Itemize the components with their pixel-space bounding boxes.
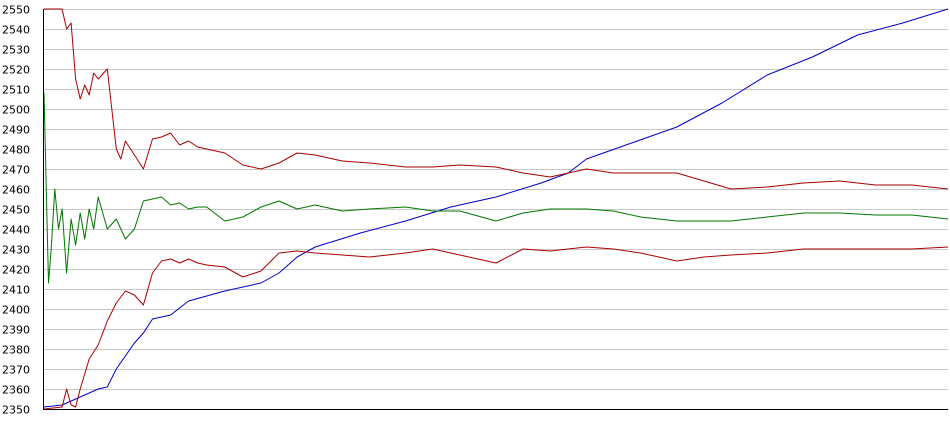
y-tick-label: 2360: [2, 384, 30, 397]
series-line-3: [43, 246, 949, 410]
axes: [43, 9, 948, 410]
y-tick-label: 2540: [2, 24, 30, 37]
y-tick-label: 2350: [2, 404, 30, 417]
y-tick-label: 2530: [2, 44, 30, 57]
y-axis-ticks: 2350 2360 2370 2380 2390 2400 2410 2420 2430 2440…: [2, 4, 30, 417]
y-tick-label: 2400: [2, 304, 30, 317]
y-tick-label: 2370: [2, 364, 30, 377]
y-tick-label: 2480: [2, 144, 30, 157]
y-tick-label: 2470: [2, 164, 30, 177]
y-tick-label: 2520: [2, 64, 30, 77]
y-tick-label: 2490: [2, 124, 30, 137]
y-tick-label: 2420: [2, 264, 30, 277]
y-tick-label: 2450: [2, 204, 30, 217]
y-tick-label: 2510: [2, 84, 30, 97]
series-lines: [43, 8, 949, 410]
y-tick-label: 2460: [2, 184, 30, 197]
y-tick-label: 2550: [2, 4, 30, 17]
y-tick-label: 2410: [2, 284, 30, 297]
y-tick-label: 2440: [2, 224, 30, 237]
y-tick-label: 2390: [2, 324, 30, 337]
y-tick-label: 2380: [2, 344, 30, 357]
y-tick-label: 2500: [2, 104, 30, 117]
series-line-4: [43, 92, 949, 284]
series-line-2: [44, 8, 949, 190]
y-tick-label: 2430: [2, 244, 30, 257]
series-line-1: [43, 8, 949, 408]
grid-lines: [44, 9, 948, 410]
